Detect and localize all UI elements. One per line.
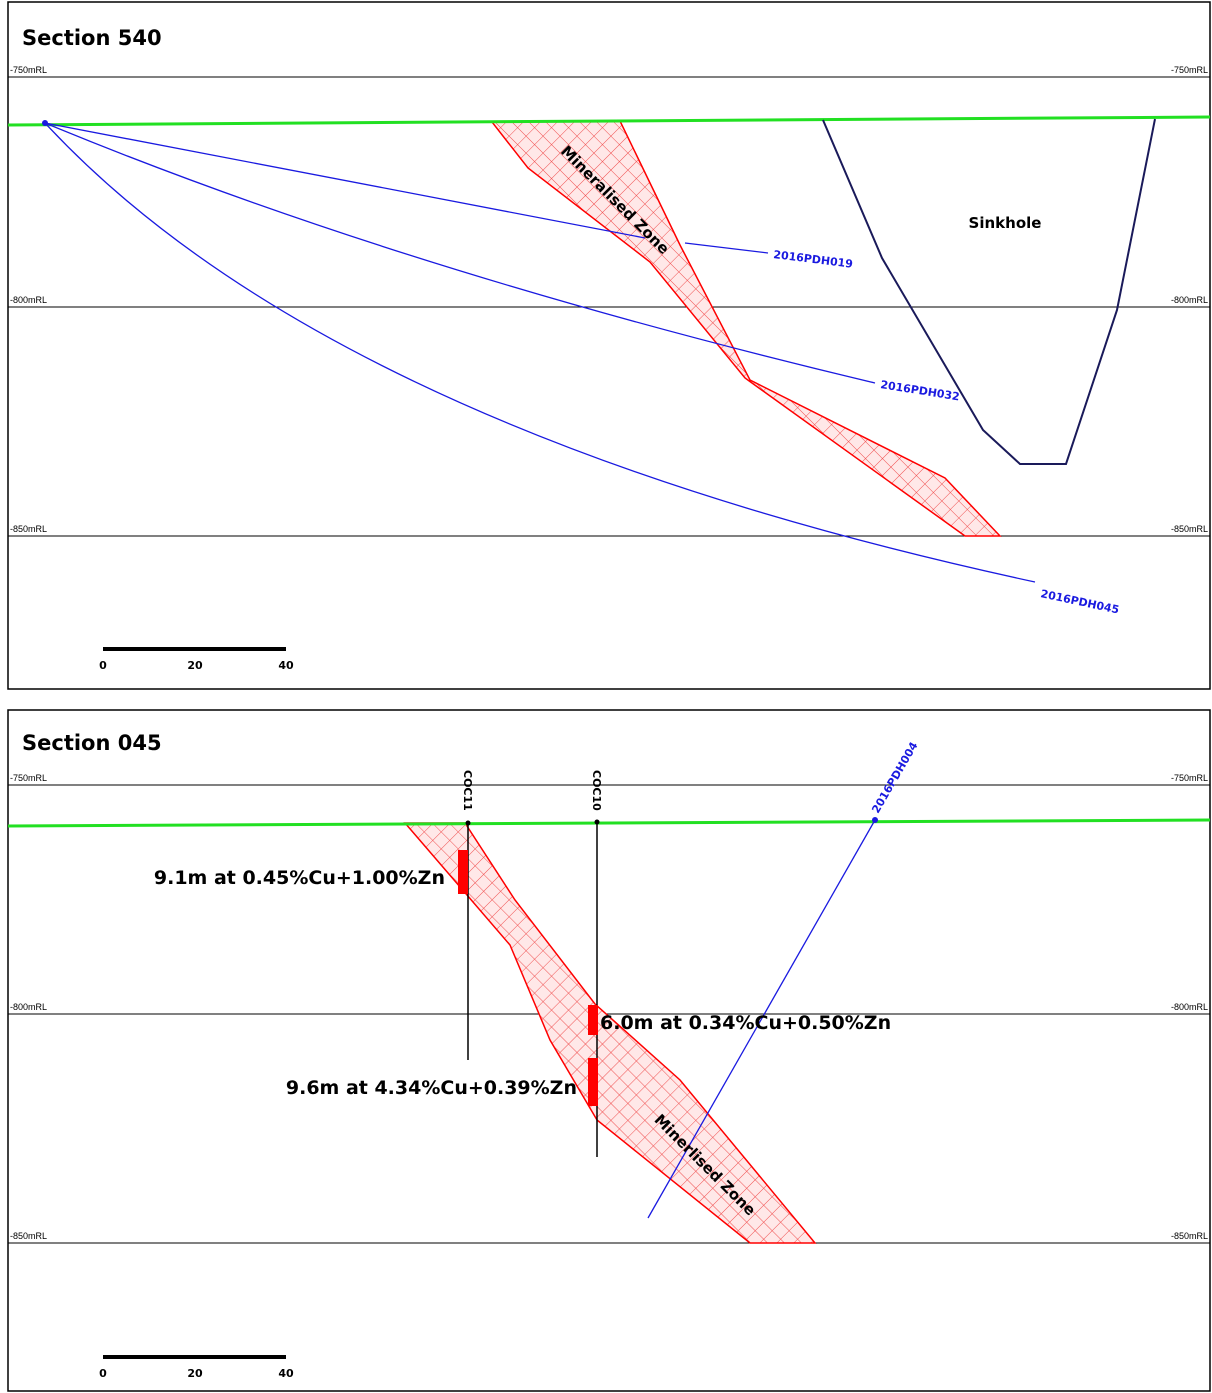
scale-label: 0 [99, 1367, 107, 1380]
intercept-label: 9.6m at 4.34%Cu+0.39%Zn [286, 1077, 577, 1099]
level-label: -800mRL [1171, 1002, 1208, 1012]
scale-label: 20 [187, 1367, 203, 1380]
scale-bar [103, 1355, 286, 1359]
sections: Section 540 -750mRL -750mRL -800mRL -800… [0, 0, 1212, 1393]
level-label: -750mRL [10, 773, 47, 783]
panel-540: Section 540 -750mRL -750mRL -800mRL -800… [8, 2, 1210, 689]
collar [872, 817, 878, 823]
panel-title: Section 045 [22, 731, 162, 755]
hole-label: COC10 [590, 770, 603, 811]
level-label: -750mRL [1171, 773, 1208, 783]
scale-label: 20 [187, 659, 203, 672]
intercept [458, 850, 468, 894]
level-label: -850mRL [1171, 1231, 1208, 1241]
level-label: -850mRL [10, 1231, 47, 1241]
level-label: -750mRL [10, 65, 47, 75]
scale-bar [103, 647, 286, 651]
intercept-label: 6.0m at 0.34%Cu+0.50%Zn [600, 1012, 891, 1034]
level-label: -800mRL [10, 295, 47, 305]
panel-045: Section 045 -750mRL -750mRL -800mRL -800… [8, 710, 1210, 1391]
collar [42, 120, 48, 126]
intercept-label: 9.1m at 0.45%Cu+1.00%Zn [154, 867, 445, 889]
level-label: -750mRL [1171, 65, 1208, 75]
hole-label: COC11 [461, 770, 474, 811]
level-label: -850mRL [1171, 524, 1208, 534]
intercept [588, 1058, 598, 1106]
collar [466, 821, 471, 826]
intercept [588, 1005, 598, 1035]
level-label: -800mRL [10, 1002, 47, 1012]
level-label: -800mRL [1171, 295, 1208, 305]
scale-label: 40 [278, 659, 294, 672]
level-label: -850mRL [10, 524, 47, 534]
scale-label: 0 [99, 659, 107, 672]
sinkhole-label: Sinkhole [969, 214, 1042, 232]
frame [8, 2, 1210, 689]
scale-label: 40 [278, 1367, 294, 1380]
panel-title: Section 540 [22, 26, 162, 50]
collar [595, 820, 600, 825]
